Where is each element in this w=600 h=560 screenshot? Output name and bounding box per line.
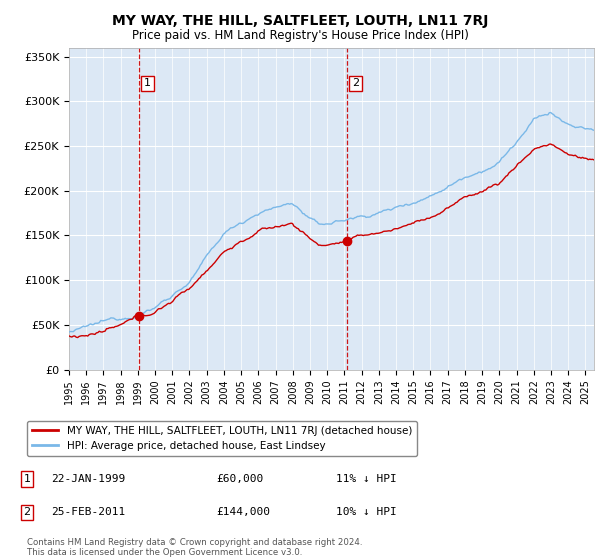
Text: 22-JAN-1999: 22-JAN-1999 xyxy=(51,474,125,484)
Text: MY WAY, THE HILL, SALTFLEET, LOUTH, LN11 7RJ: MY WAY, THE HILL, SALTFLEET, LOUTH, LN11… xyxy=(112,14,488,28)
Text: 1: 1 xyxy=(144,78,151,88)
Text: 25-FEB-2011: 25-FEB-2011 xyxy=(51,507,125,517)
Text: 10% ↓ HPI: 10% ↓ HPI xyxy=(336,507,397,517)
Text: Price paid vs. HM Land Registry's House Price Index (HPI): Price paid vs. HM Land Registry's House … xyxy=(131,29,469,42)
Text: 1: 1 xyxy=(23,474,31,484)
Text: 2: 2 xyxy=(352,78,359,88)
Text: Contains HM Land Registry data © Crown copyright and database right 2024.
This d: Contains HM Land Registry data © Crown c… xyxy=(27,538,362,557)
Bar xyxy=(139,48,347,370)
Text: £144,000: £144,000 xyxy=(216,507,270,517)
Text: 11% ↓ HPI: 11% ↓ HPI xyxy=(336,474,397,484)
Text: 2: 2 xyxy=(23,507,31,517)
Legend: MY WAY, THE HILL, SALTFLEET, LOUTH, LN11 7RJ (detached house), HPI: Average pric: MY WAY, THE HILL, SALTFLEET, LOUTH, LN11… xyxy=(27,421,417,456)
Text: £60,000: £60,000 xyxy=(216,474,263,484)
